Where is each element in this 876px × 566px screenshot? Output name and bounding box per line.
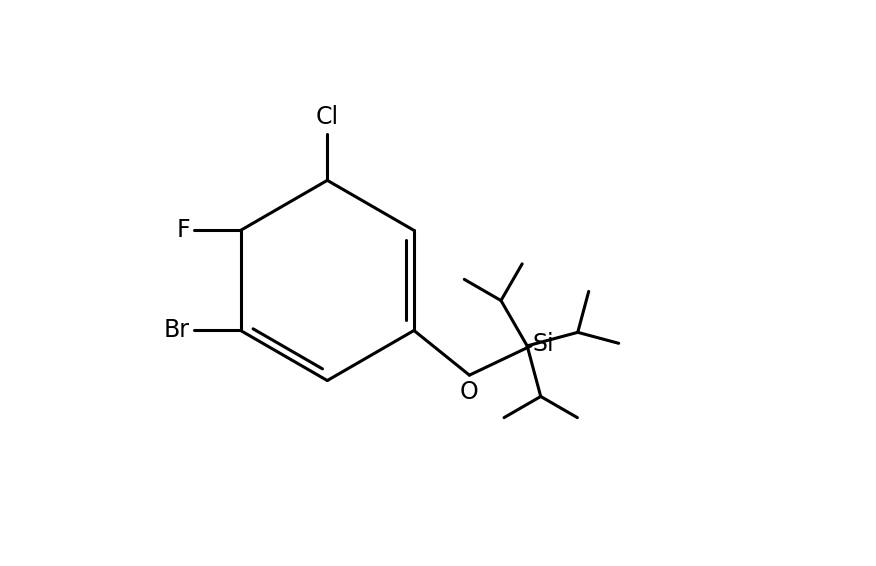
Text: O: O (460, 380, 479, 404)
Text: Cl: Cl (315, 105, 339, 128)
Text: F: F (176, 218, 190, 242)
Text: Si: Si (533, 332, 555, 357)
Text: Br: Br (164, 319, 190, 342)
